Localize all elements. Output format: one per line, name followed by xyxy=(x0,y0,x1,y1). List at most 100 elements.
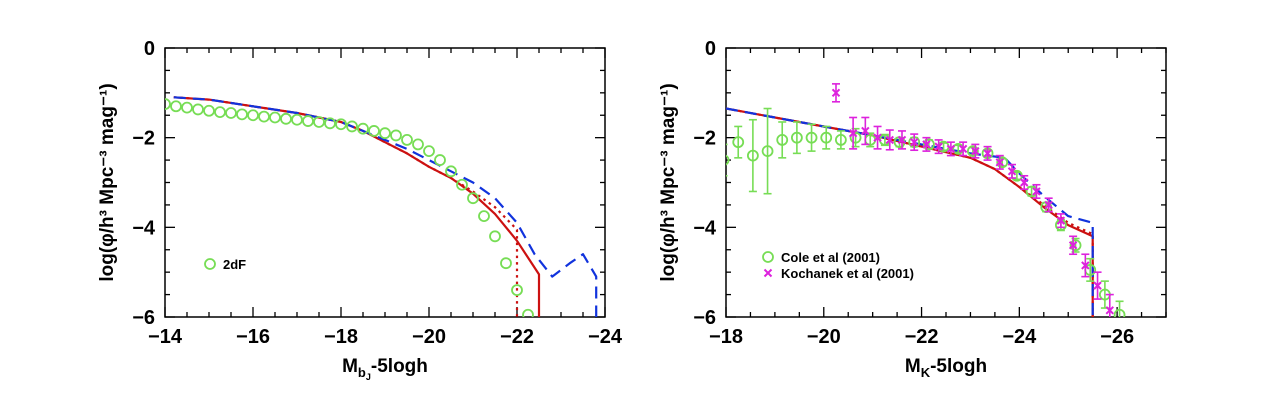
data-point xyxy=(1105,306,1114,315)
y-tick-label: 0 xyxy=(144,38,155,60)
data-point xyxy=(820,131,833,144)
y-axis-label: log(φ/h³ Mpc⁻³ mag⁻¹) xyxy=(658,83,679,281)
x-tick-label: −14 xyxy=(148,326,183,348)
x-tick-label: −22 xyxy=(500,326,534,348)
data-point xyxy=(445,165,457,178)
data-point xyxy=(489,230,501,243)
legend-marker xyxy=(204,258,216,270)
data-point xyxy=(1068,241,1078,250)
data-point xyxy=(1093,281,1102,290)
data-point xyxy=(434,154,446,166)
y-tick-label: −2 xyxy=(132,128,155,150)
data-layer xyxy=(726,83,1126,317)
legend-label: Kochanek et al (2001) xyxy=(781,266,914,281)
data-point xyxy=(848,128,858,138)
data-point xyxy=(324,117,336,130)
data-point xyxy=(335,118,347,131)
x-tick-label: −24 xyxy=(1002,326,1037,348)
legend-marker xyxy=(763,268,773,278)
data-point xyxy=(478,210,490,223)
x-tick-label: −20 xyxy=(807,326,841,348)
data-point xyxy=(412,138,424,151)
data-point xyxy=(1113,308,1126,317)
data-point xyxy=(467,192,479,205)
data-point xyxy=(1056,216,1066,225)
y-tick-label: −4 xyxy=(132,217,156,239)
data-point xyxy=(214,106,226,119)
data-point xyxy=(805,131,818,144)
data-point xyxy=(834,134,847,146)
x-axis-label: MK-5logh xyxy=(905,356,987,380)
data-point xyxy=(746,149,759,162)
data-point xyxy=(861,126,870,136)
data-point xyxy=(1020,178,1029,187)
data-point xyxy=(357,122,369,135)
x-tick-label: −18 xyxy=(709,326,743,348)
data-point xyxy=(203,104,215,117)
data-point xyxy=(1032,187,1041,196)
data-point xyxy=(522,308,534,317)
y-tick-label: −6 xyxy=(693,307,716,329)
data-point xyxy=(922,138,935,151)
data-point xyxy=(1007,167,1017,176)
data-point xyxy=(456,178,468,191)
data-point xyxy=(258,110,270,123)
data-point xyxy=(500,257,512,270)
data-point xyxy=(181,101,193,114)
data-point xyxy=(313,116,325,128)
data-point xyxy=(966,145,979,158)
data-point xyxy=(732,136,745,149)
data-point xyxy=(165,98,171,110)
data-point xyxy=(897,135,907,145)
data-point xyxy=(726,154,730,166)
series-line-model-solid xyxy=(173,96,541,317)
legend-marker xyxy=(762,251,774,263)
panel-right: −18 −20 −22 −24 −26 0 −2 −4 −6 MK-5logh log(φ/h³ M… xyxy=(658,38,1167,380)
data-point xyxy=(934,142,943,151)
series-line-model-dotted xyxy=(173,96,519,317)
data-point xyxy=(776,134,789,146)
data-point xyxy=(390,129,402,142)
data-point xyxy=(291,113,303,126)
panel-left: −14 −16 −18 −20 −22 −24 0 −2 −4 −6 MbJ-5logh log(φ/… xyxy=(97,38,623,382)
data-point xyxy=(511,284,523,297)
legend-label: Cole et al (2001) xyxy=(781,250,880,265)
data-point xyxy=(761,145,774,158)
x-tick-label: −22 xyxy=(905,326,939,348)
data-point xyxy=(192,103,204,116)
data-point xyxy=(958,144,968,154)
data-point xyxy=(849,131,862,144)
data-point xyxy=(831,88,841,98)
data-point xyxy=(423,145,435,158)
legend-label: 2dF xyxy=(223,257,246,272)
data-point xyxy=(247,109,259,122)
data-point xyxy=(401,134,413,146)
x-tick-label: −18 xyxy=(324,326,358,348)
y-axis-label: log(φ/h³ Mpc⁻³ mag⁻¹) xyxy=(97,83,118,281)
x-tick-label: −24 xyxy=(588,326,623,348)
data-point xyxy=(1044,200,1053,210)
series-line-model-dotted xyxy=(726,107,1094,317)
data-point xyxy=(302,115,314,127)
data-point xyxy=(1069,239,1082,252)
x-axis-label: MbJ-5logh xyxy=(342,356,428,382)
y-tick-label: −4 xyxy=(693,217,717,239)
data-point xyxy=(946,144,956,154)
data-point xyxy=(885,135,894,145)
data-point xyxy=(790,131,803,144)
data-point xyxy=(170,100,182,113)
data-point xyxy=(996,156,1009,169)
data-point xyxy=(983,149,992,158)
data-point xyxy=(379,127,391,140)
data-point xyxy=(1081,261,1090,270)
data-point xyxy=(346,120,358,133)
data-point xyxy=(971,146,980,156)
series-line-model-dashed xyxy=(173,96,598,317)
x-tick-label: −20 xyxy=(412,326,446,348)
data-point xyxy=(236,108,248,121)
data-point xyxy=(873,133,882,142)
data-point xyxy=(995,158,1004,167)
data-point xyxy=(922,140,931,149)
y-tick-label: −6 xyxy=(132,307,155,329)
